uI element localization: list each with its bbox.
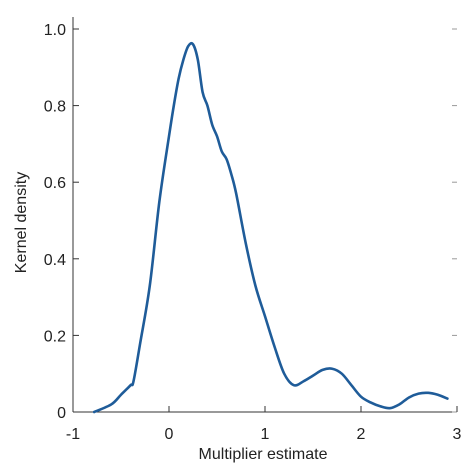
density-curve	[92, 41, 449, 414]
x-axis-title: Multiplier estimate	[199, 446, 328, 463]
y-axis-ticks: 0 0.2 0.4 0.6 0.8 1.0	[44, 22, 457, 422]
x-tick-label: 3	[453, 426, 462, 443]
x-tick-label: 1	[261, 426, 270, 443]
plot-frame	[72, 17, 457, 413]
y-tick-label: 0	[57, 405, 66, 422]
y-tick-label: 0.8	[44, 99, 66, 116]
y-tick-label: 0.6	[44, 175, 66, 192]
series-group	[92, 41, 449, 414]
y-tick-label: 1.0	[44, 22, 66, 39]
y-tick-label: 0.4	[44, 252, 66, 269]
x-tick-label: 0	[165, 426, 174, 443]
x-axis-ticks: -1 0 1 2 3	[66, 406, 462, 443]
y-axis-title: Kernel density	[13, 172, 30, 273]
y-tick-label: 0.2	[44, 328, 66, 345]
x-tick-label: 2	[357, 426, 366, 443]
x-tick-label: -1	[66, 426, 80, 443]
